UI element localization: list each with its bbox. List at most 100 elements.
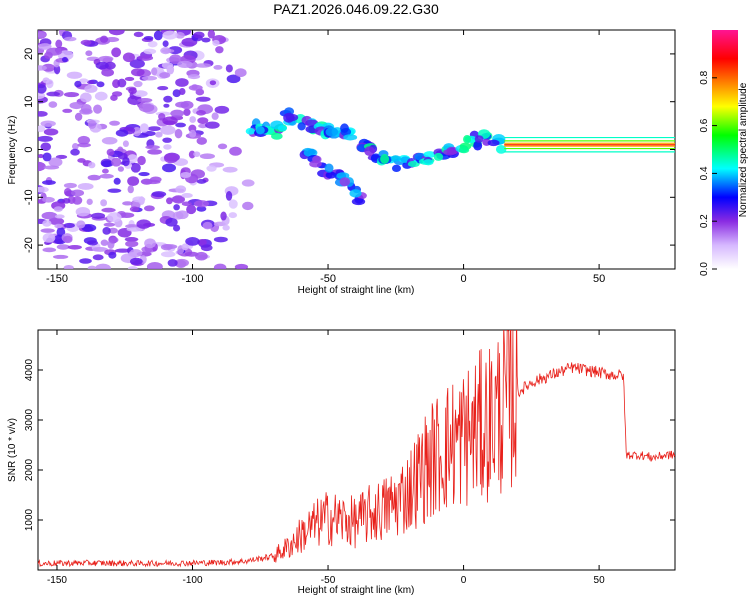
spectrogram-cell	[213, 236, 228, 243]
spectrogram-cell	[446, 146, 459, 155]
spectrogram-cell	[126, 227, 143, 232]
spectrogram-cell	[474, 135, 484, 143]
spectrogram-cell	[95, 263, 111, 269]
spectrogram-cell	[463, 134, 472, 144]
spectrogram-cell	[117, 78, 127, 88]
spectrogram-cell	[124, 237, 139, 242]
spectrogram-cell	[177, 60, 193, 69]
spectrogram-cell	[110, 94, 118, 101]
spectrogram-cell	[130, 162, 141, 173]
colorbar-gradient	[712, 30, 738, 269]
spectrogram-cell	[94, 91, 108, 101]
spectrogram-cell	[149, 176, 162, 183]
spectrogram-cell	[38, 161, 46, 172]
spectrogram-cell	[343, 134, 358, 141]
spectrogram-cell	[56, 244, 70, 250]
y-tick-label: 2000	[24, 458, 35, 481]
spectrogram-cell	[188, 84, 203, 91]
figure-title: PAZ1.2026.046.09.22.G30	[273, 1, 439, 17]
spectrogram-cell	[98, 55, 114, 62]
spectrogram-cell	[42, 152, 52, 162]
spectrogram-cell	[186, 204, 197, 215]
spectrogram-cell	[175, 185, 187, 194]
spectrogram-cell	[151, 67, 158, 76]
spectrogram-x-ticks: -150 -100 -50 0 50	[46, 30, 605, 285]
colorbar-tick-label: 0.0	[699, 262, 710, 276]
spectrogram-cell	[225, 64, 233, 73]
spectrogram-x-axis-label: Height of straight line (km)	[298, 285, 415, 296]
spectrogram-cell	[138, 172, 150, 177]
snr-x-axis-label: Height of straight line (km)	[298, 585, 415, 596]
spectrogram-cell	[137, 155, 146, 166]
spectrogram-cell	[80, 39, 92, 46]
spectrogram-cell	[117, 166, 125, 172]
spectrogram-cell	[87, 120, 97, 129]
spectrogram-cell	[217, 143, 228, 150]
spectrogram-cell	[38, 83, 47, 94]
spectrogram-cell	[38, 154, 44, 159]
spectrogram-cell	[101, 137, 118, 145]
spectrogram-cell	[85, 50, 93, 57]
spectrogram-cell	[213, 65, 223, 70]
spectrogram-cell	[128, 87, 137, 95]
spectrogram-cell	[196, 206, 207, 212]
spectrogram-cell	[145, 145, 160, 150]
spectrogram-cell	[303, 148, 318, 157]
spectrogram-cell	[165, 217, 178, 227]
spectrogram-cell	[390, 155, 401, 162]
spectrogram-cell	[48, 217, 65, 225]
spectrogram-cell	[63, 222, 75, 229]
spectrogram-cell	[41, 211, 58, 220]
spectrogram-cell	[46, 47, 62, 56]
spectrogram-cell	[108, 30, 125, 36]
spectrogram-cell	[102, 168, 109, 174]
spectrogram-cell	[209, 80, 217, 86]
spectrogram-cell	[43, 128, 59, 136]
spectrogram-cell	[245, 127, 256, 135]
spectrogram-cell	[41, 180, 56, 185]
spectrogram-cell	[139, 123, 149, 133]
spectrogram-cell	[183, 108, 191, 116]
spectrogram-cell	[104, 37, 120, 43]
spectrogram-cell	[157, 85, 169, 91]
snr-y-ticks: 1000 2000 3000 4000	[24, 358, 675, 531]
spectrogram-cell	[43, 165, 60, 170]
spectrogram-cell	[103, 222, 116, 227]
spectrogram-cell	[88, 161, 96, 169]
spectrogram-cell	[175, 122, 187, 128]
spectrogram-cell	[423, 159, 434, 166]
spectrogram-cell	[54, 214, 65, 219]
spectrogram-cell	[38, 186, 49, 193]
spectrogram-cell	[349, 189, 362, 198]
x-tick-label: -50	[321, 575, 336, 586]
spectrogram-cell	[63, 91, 80, 98]
spectrogram-y-axis-label: Frequency (Hz)	[7, 116, 18, 185]
spectrogram-cell	[283, 112, 295, 123]
spectrogram-cell	[102, 226, 111, 235]
x-tick-label: 0	[461, 273, 467, 285]
spectrogram-cell	[107, 212, 122, 223]
spectrogram-cell	[188, 150, 196, 159]
spectrogram-cell	[255, 126, 265, 135]
spectrogram-cell	[211, 112, 219, 120]
spectrogram-cell	[147, 149, 163, 155]
spectrogram-cell	[131, 68, 145, 77]
colorbar-tick-label: 0.4	[699, 166, 710, 180]
spectrogram-cell	[122, 140, 129, 148]
spectrogram-cell	[92, 247, 108, 252]
snr-y-axis-label: SNR (10 * v/v)	[7, 418, 18, 482]
spectrogram-cell	[127, 266, 138, 269]
spectrogram-cell	[228, 199, 238, 209]
spectrogram-cell	[79, 258, 92, 264]
spectrogram-cell	[234, 68, 247, 78]
spectrogram-cell	[202, 221, 213, 230]
spectrogram-cell	[48, 101, 58, 108]
spectrogram-cell	[96, 81, 105, 88]
spectrogram-cell	[175, 32, 185, 39]
spectrogram-cell	[69, 101, 84, 110]
snr-series-line	[38, 330, 675, 568]
spectrogram-cell	[364, 146, 375, 157]
spectrogram-cell	[407, 160, 420, 168]
spectrogram-cell	[215, 46, 224, 54]
spectrogram-cell	[62, 108, 73, 113]
